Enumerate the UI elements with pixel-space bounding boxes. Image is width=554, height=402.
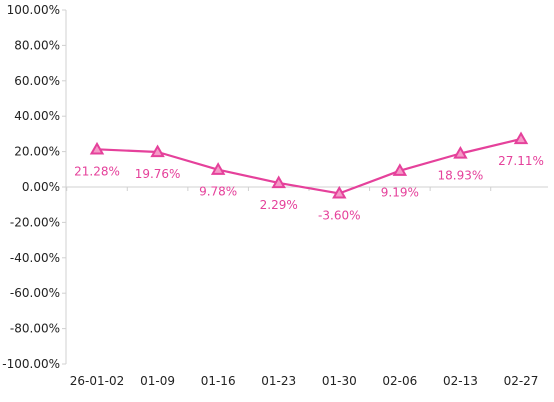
data-label: 18.93% — [438, 168, 484, 182]
data-label: 9.78% — [199, 185, 237, 199]
data-point-marker — [210, 162, 226, 175]
y-tick-label: 100.00% — [7, 3, 60, 17]
data-label: -3.60% — [318, 208, 360, 222]
x-tick-label: 01-23 — [261, 374, 296, 388]
data-point-marker — [271, 175, 286, 189]
y-tick-label: -20.00% — [10, 215, 60, 229]
y-tick-label: -100.00% — [2, 357, 60, 371]
data-labels: 21.28% 19.76% 9.78% 2.29% -3.60% 9.19% 18.93% 2… — [74, 154, 544, 222]
y-tick-label: 40.00% — [14, 109, 60, 123]
data-point-marker — [332, 185, 347, 199]
x-tick-label: 01-16 — [201, 374, 236, 388]
x-tick-labels: 26-01-02 01-09 01-16 01-23 01-30 02-06 02-13 02… — [70, 374, 539, 388]
y-tick-label: 0.00% — [22, 180, 60, 194]
y-tick-label: 20.00% — [14, 145, 60, 159]
y-tick-label: -60.00% — [10, 286, 60, 300]
y-tick-label: -40.00% — [10, 251, 60, 265]
y-tick-label: 80.00% — [14, 38, 60, 52]
y-tick-label: 60.00% — [14, 74, 60, 88]
data-point-marker — [150, 144, 165, 158]
data-point-marker — [392, 163, 408, 176]
x-tick-label: 01-30 — [322, 374, 357, 388]
x-tick-label: 02-06 — [382, 374, 417, 388]
data-label: 19.76% — [135, 167, 181, 181]
data-label: 9.19% — [381, 186, 419, 200]
x-tick-label: 01-09 — [140, 374, 175, 388]
data-point-marker — [89, 141, 105, 155]
data-label: 21.28% — [74, 164, 120, 178]
data-label: 2.29% — [260, 198, 298, 212]
x-tick-label: 02-13 — [443, 374, 478, 388]
y-tick-labels: 100.00% 80.00% 60.00% 40.00% 20.00% 0.00% -20.… — [2, 3, 60, 371]
y-tick-label: -80.00% — [10, 322, 60, 336]
series-layer — [89, 131, 529, 199]
data-point-marker — [453, 145, 468, 159]
data-label: 27.11% — [498, 154, 544, 168]
data-point-marker — [513, 131, 529, 145]
x-tick-label: 26-01-02 — [70, 374, 124, 388]
series-line — [96, 137, 522, 195]
axis-layer — [62, 9, 548, 365]
x-tick-label: 02-27 — [504, 374, 539, 388]
